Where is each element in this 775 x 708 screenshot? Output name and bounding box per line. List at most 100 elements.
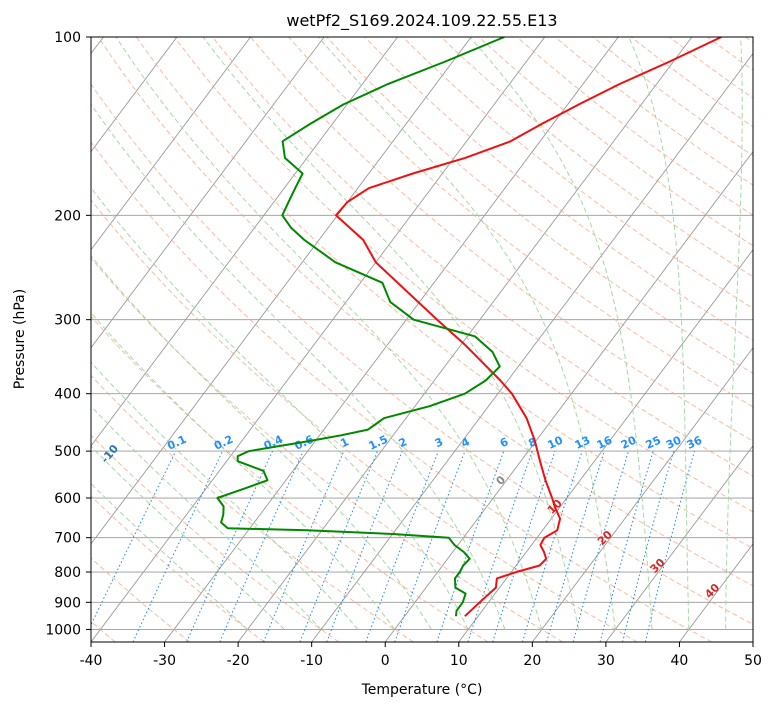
y-tick-label: 100: [54, 30, 81, 46]
mixing-ratio-line: [186, 450, 273, 642]
mixing-ratio-line: [622, 450, 675, 642]
dry-adiabat-line: [91, 557, 191, 642]
moist-adiabat-line: [317, 37, 616, 630]
x-tick-label: -40: [80, 653, 103, 669]
mixing-ratio-label: 0.1: [165, 433, 188, 453]
y-tick-label: 700: [54, 531, 81, 547]
dry-adiabat-line: [91, 374, 414, 642]
mixing-ratio-line: [365, 450, 439, 642]
mixing-ratio-label: 0.4: [262, 433, 285, 453]
y-axis-label: Pressure (hPa): [12, 289, 28, 389]
mixing-ratio-line: [299, 450, 378, 642]
dry-adiabat-line: [91, 83, 753, 625]
dry-adiabat-line: [440, 37, 753, 278]
mixing-ratio-line: [394, 450, 466, 642]
dry-adiabat-line: [91, 434, 340, 642]
mixing-ratio-line: [546, 450, 605, 642]
background-lines: [91, 37, 753, 642]
mixing-ratio-label: 2: [397, 435, 409, 450]
mixing-ratio-line: [599, 450, 654, 642]
isotherm-line: [458, 248, 753, 642]
moist-adiabat-label: 40: [702, 581, 722, 601]
isotherm-line: [752, 641, 753, 642]
x-tick-label: -10: [300, 653, 323, 669]
isotherm-line: [164, 37, 619, 642]
moist-adiabat-line: [91, 445, 285, 630]
moist-adiabat-line: [628, 37, 690, 630]
mixing-ratio-line: [91, 450, 177, 627]
plot-frame: [90, 36, 754, 643]
mixing-ratio-label: 30: [664, 433, 684, 451]
moist-adiabat-line: [91, 186, 469, 630]
moist-adiabat-line: [202, 37, 579, 630]
moist-adiabat-line: [91, 103, 506, 630]
isotherm-line: [91, 37, 178, 153]
moist-adiabat-line: [91, 255, 432, 630]
moist-adiabat-line: [469, 37, 653, 630]
mixing-ratio-label: 36: [685, 433, 705, 451]
mixing-ratio-label: 1.5: [367, 433, 390, 453]
mixing-ratio-line: [263, 450, 345, 642]
mixing-ratio-line: [467, 450, 533, 642]
mixing-ratio-line: [219, 450, 304, 642]
moist-adiabat-line: [115, 37, 543, 630]
mixing-ratio-line: [572, 450, 629, 642]
isotherm-line: [384, 150, 753, 642]
mixing-ratio-line: [436, 450, 505, 642]
moist-adiabat-line: [91, 361, 359, 630]
dry-adiabat-label: -10: [98, 442, 121, 466]
isotherm-line: [91, 37, 546, 642]
mixing-ratio-label: 4: [459, 435, 472, 450]
isotherm-line: [531, 347, 753, 642]
x-tick-label: 0: [381, 653, 390, 669]
y-tick-label: 800: [54, 565, 81, 581]
x-tick-label: -20: [227, 653, 250, 669]
y-tick-label: 400: [54, 387, 81, 403]
moist-adiabat-line: [91, 312, 396, 630]
temperature-line: [335, 37, 722, 617]
mixing-ratio-label: 10: [546, 433, 566, 451]
dry-adiabat-line: [91, 315, 489, 642]
y-tick-label: 600: [54, 491, 81, 507]
moist-adiabat-label: 30: [648, 556, 668, 576]
dry-adiabat-line: [554, 37, 753, 186]
x-axis-ticks: -40 -30 -20 -10 0 10 20 30 40 50: [80, 642, 762, 669]
x-tick-label: 50: [744, 653, 762, 669]
mixing-ratio-label: 20: [619, 433, 639, 451]
dry-adiabat-line: [250, 37, 753, 442]
isotherm-line: [91, 37, 472, 545]
x-tick-label: 30: [597, 653, 615, 669]
y-tick-label: 200: [54, 208, 81, 224]
mixing-ratio-label: 0.2: [212, 433, 235, 453]
mixing-ratio-line: [492, 450, 556, 642]
mixing-ratio-label: 16: [595, 433, 615, 451]
mixing-ratio-line: [644, 450, 695, 642]
mixing-ratio-label: 13: [573, 434, 592, 452]
dry-adiabat-line: [364, 37, 753, 342]
y-tick-label: 900: [54, 595, 81, 611]
x-axis-label: Temperature (°C): [361, 682, 483, 698]
dry-adiabat-line: [707, 37, 753, 71]
dry-adiabat-line: [135, 37, 753, 550]
y-tick-label: 300: [54, 313, 81, 329]
isotherm-line: [679, 543, 753, 642]
dry-adiabat-line: [745, 37, 753, 43]
dry-adiabat-line: [91, 495, 265, 642]
mixing-ratio-label: 6: [498, 435, 511, 450]
y-tick-label: 1000: [45, 622, 81, 638]
profile-lines: [216, 37, 722, 617]
mixing-ratio-line: [326, 450, 403, 642]
mixing-ratio-label: 1: [338, 435, 350, 450]
x-tick-label: 20: [523, 653, 541, 669]
dry-adiabat-label: -20: [9, 411, 32, 435]
moist-adiabat-label: 20: [595, 528, 615, 548]
background-labels: 0.10.20.40.611.52346810131620253036-100-…: [9, 411, 722, 601]
moist-adiabat-line: [91, 482, 248, 630]
mixing-ratio-line: [132, 450, 224, 642]
x-tick-label: 40: [671, 653, 689, 669]
x-tick-label: 10: [450, 653, 468, 669]
x-tick-label: -30: [153, 653, 176, 669]
isotherm-line: [237, 37, 693, 642]
dry-adiabat-line: [326, 37, 753, 374]
